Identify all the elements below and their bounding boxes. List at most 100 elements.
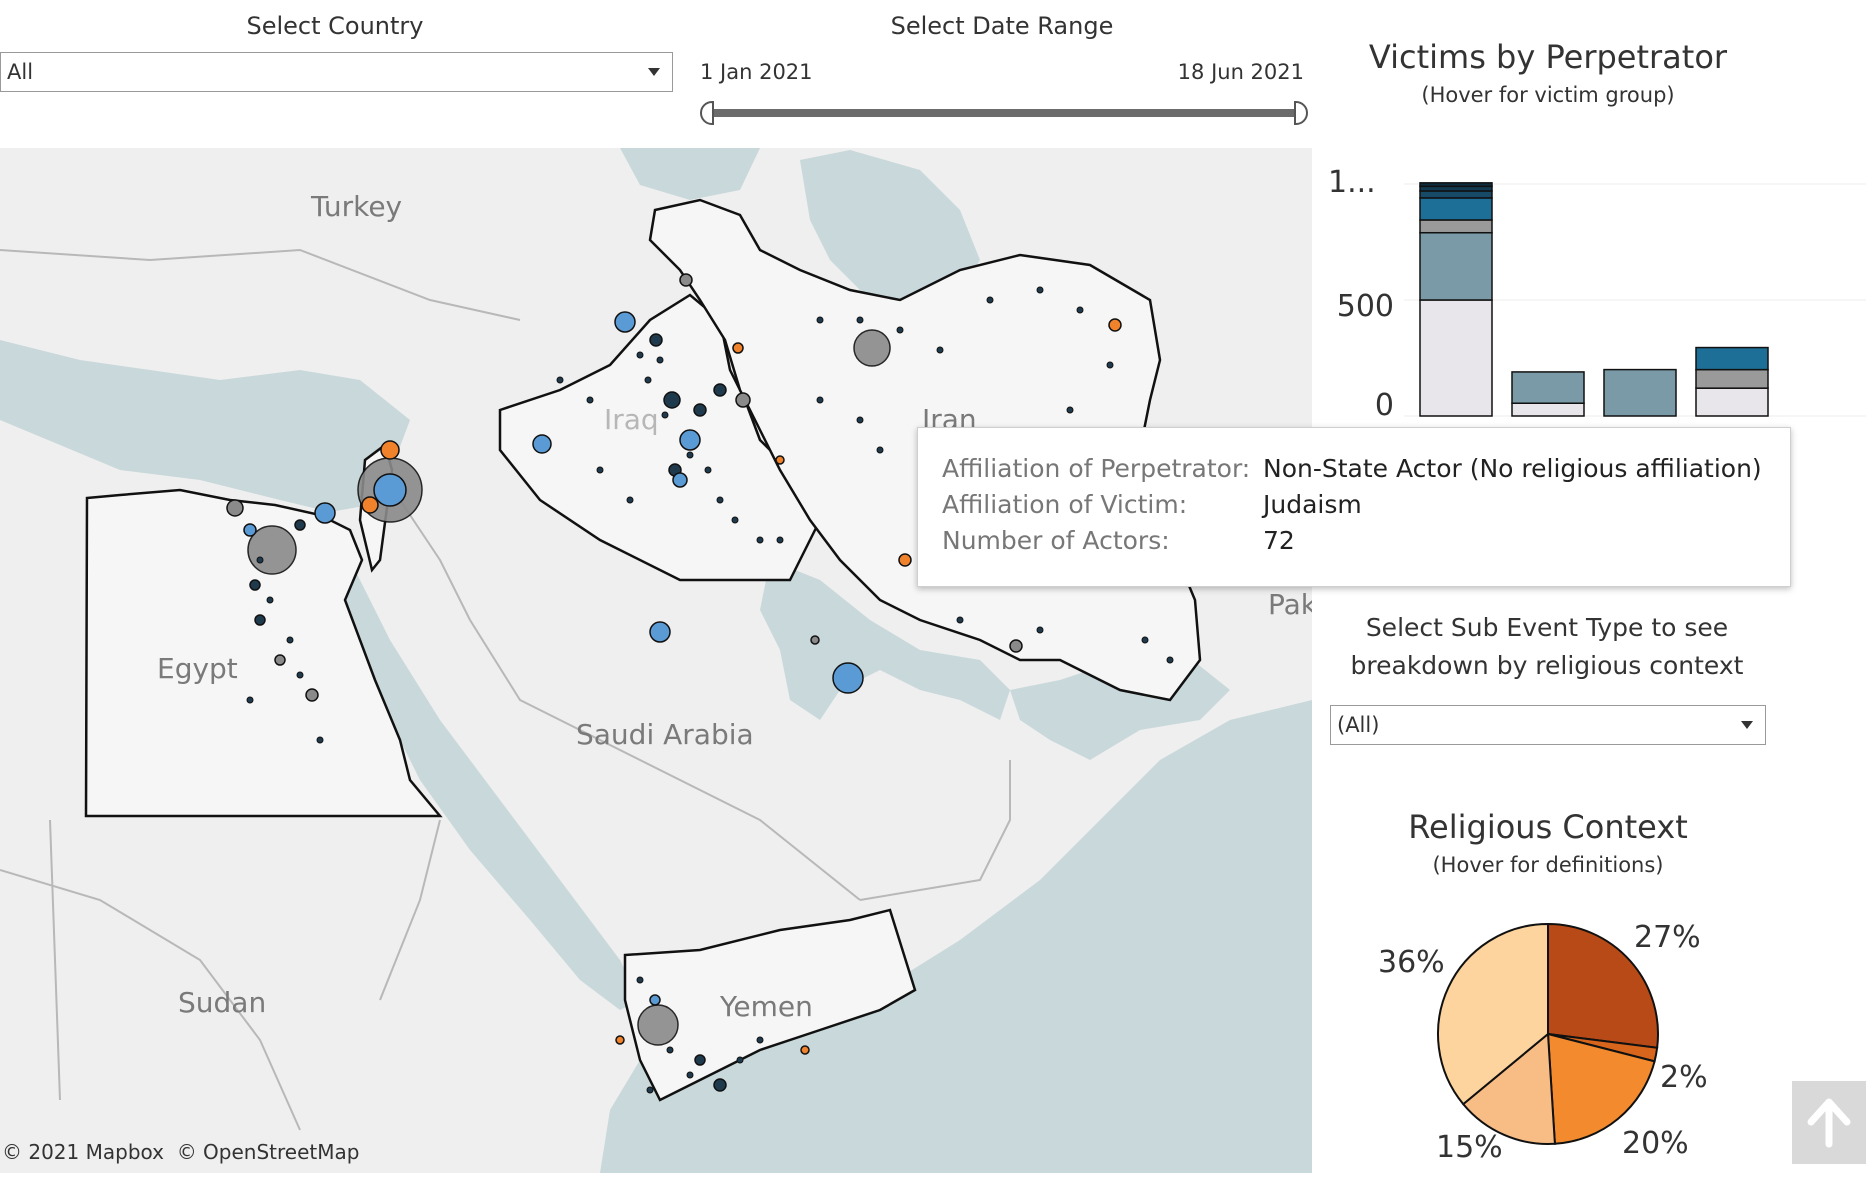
pie-slice-label: 15%	[1436, 1130, 1503, 1165]
religious-panel-subtitle: (Hover for definitions)	[1432, 853, 1664, 877]
pie-slice-label: 20%	[1622, 1126, 1689, 1161]
map-marker	[986, 296, 994, 304]
map-marker	[256, 556, 264, 564]
map-marker	[274, 654, 286, 666]
map-marker	[776, 536, 784, 544]
egypt-shape	[84, 488, 443, 818]
map-marker	[644, 376, 652, 384]
map-marker	[586, 396, 594, 404]
pie-slice	[1546, 1032, 1656, 1145]
bar-segment	[1511, 402, 1585, 417]
tooltip-value-victim: Judaism	[1263, 490, 1362, 519]
map-marker	[666, 1046, 674, 1054]
sub-event-dropdown[interactable]: (All)	[1330, 705, 1766, 745]
date-range-title: Select Date Range	[890, 12, 1114, 40]
yemen-shape	[623, 908, 917, 1102]
y-tick-label: 1...	[1328, 165, 1376, 200]
pie-slice-label: 27%	[1634, 920, 1701, 955]
map-marker	[314, 502, 336, 524]
map-attribution[interactable]: © 2021 Mapbox © OpenStreetMap	[2, 1140, 360, 1164]
victims-panel-title: Victims by Perpetrator	[1368, 38, 1728, 76]
map-marker	[556, 376, 564, 384]
sub-event-title-line2: breakdown by religious context	[1350, 651, 1744, 680]
bar-chart-plot[interactable]	[1404, 148, 1866, 428]
map-marker	[1009, 639, 1023, 653]
date-range-start-handle[interactable]	[700, 101, 714, 125]
date-range-end-handle[interactable]	[1294, 101, 1308, 125]
map-marker	[713, 1078, 727, 1092]
y-tick-label: 0	[1374, 388, 1394, 423]
arabian-sea	[600, 700, 1312, 1173]
map-label-turkey: Turkey	[311, 190, 403, 223]
map-marker	[226, 499, 244, 517]
map-marker	[716, 496, 724, 504]
map[interactable]: Turkey Iraq Iran Egypt Saudi Arabia Suda…	[0, 148, 1312, 1173]
map-marker	[679, 273, 693, 287]
map-marker	[373, 473, 407, 507]
map-marker	[661, 411, 669, 419]
map-water	[0, 148, 1312, 1173]
map-marker	[686, 451, 694, 459]
tooltip-key-victim: Affiliation of Victim:	[942, 490, 1188, 519]
map-marker	[305, 688, 319, 702]
date-range-track[interactable]	[710, 109, 1298, 117]
map-marker	[1076, 306, 1084, 314]
tooltip-value-actors: 72	[1263, 526, 1295, 555]
bar-segment	[1695, 368, 1769, 389]
map-marker	[626, 496, 634, 504]
map-marker	[756, 1036, 764, 1044]
map-marker	[637, 1004, 679, 1046]
hover-tooltip: Affiliation of Perpetrator: Non-State Ac…	[917, 427, 1791, 587]
map-marker	[732, 342, 744, 354]
map-marker	[296, 671, 304, 679]
map-marker	[800, 1045, 810, 1055]
map-marker	[816, 316, 824, 324]
map-marker	[294, 519, 306, 531]
bar-segment	[1419, 190, 1493, 199]
map-marker	[246, 696, 254, 704]
map-marker	[532, 434, 552, 454]
map-marker	[775, 455, 785, 465]
map-marker	[663, 391, 681, 409]
map-marker	[898, 553, 912, 567]
tooltip-key-perpetrator: Affiliation of Perpetrator:	[942, 454, 1251, 483]
pie-slice	[1547, 922, 1659, 1049]
map-marker	[1036, 626, 1044, 634]
map-label-sudan: Sudan	[178, 986, 267, 1019]
sub-event-dropdown-value: (All)	[1337, 713, 1380, 737]
map-marker	[735, 392, 751, 408]
sub-event-title-line1: Select Sub Event Type to see	[1365, 613, 1729, 642]
scroll-to-top-button[interactable]	[1792, 1081, 1866, 1164]
map-marker	[1108, 318, 1122, 332]
pie-plot[interactable]	[1312, 900, 1762, 1180]
map-marker	[856, 416, 864, 424]
map-marker	[853, 329, 891, 367]
map-marker	[679, 429, 701, 451]
map-label-egypt: Egypt	[157, 652, 238, 685]
map-marker	[810, 635, 820, 645]
country-dropdown[interactable]: All	[0, 52, 673, 92]
victims-bar-chart: 1... 500 0	[1312, 148, 1866, 428]
map-marker	[731, 516, 739, 524]
map-marker	[249, 579, 261, 591]
map-marker	[856, 316, 864, 324]
map-marker	[266, 596, 274, 604]
map-marker	[1166, 656, 1174, 664]
map-marker	[1066, 406, 1074, 414]
map-markers	[226, 273, 1122, 1092]
pie-slice-label: 36%	[1378, 945, 1445, 980]
bar-segment	[1695, 387, 1769, 417]
map-marker	[596, 466, 604, 474]
religious-panel-title: Religious Context	[1408, 808, 1688, 846]
pie-slice	[1461, 1031, 1556, 1145]
arrow-up-icon	[1807, 1098, 1851, 1147]
map-label-pakistan: Pak	[1268, 588, 1312, 621]
map-marker	[1106, 361, 1114, 369]
map-marker	[713, 383, 727, 397]
map-marker	[614, 311, 636, 333]
map-marker	[832, 662, 864, 694]
date-range-start: 1 Jan 2021	[700, 60, 813, 84]
red-sea	[318, 520, 640, 1010]
pie-slice-label: 2%	[1660, 1060, 1708, 1095]
y-tick-label: 500	[1336, 289, 1394, 324]
